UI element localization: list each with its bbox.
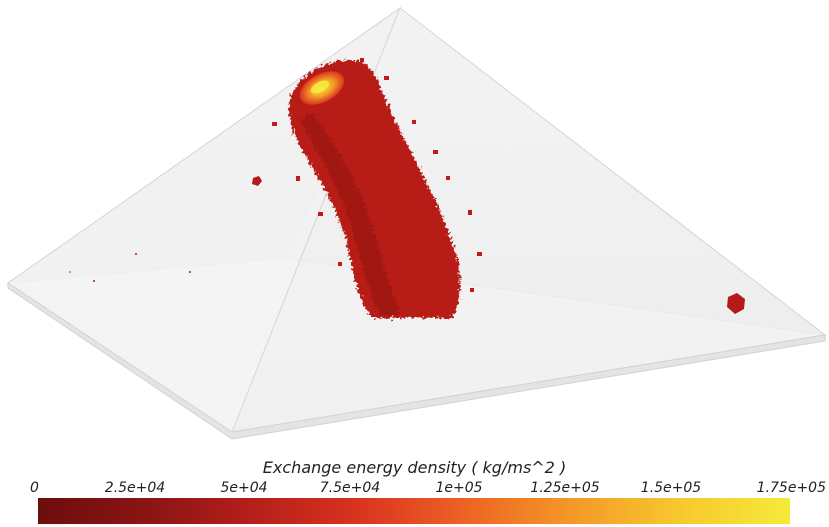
rendered-scene xyxy=(6,6,827,440)
isosurface-hotspot-core xyxy=(310,80,330,94)
particle-speck xyxy=(135,253,137,255)
pyramid-base-edge xyxy=(7,282,826,440)
isosurface-fragments xyxy=(272,58,482,292)
colorbar-tick-label: 1e+05 xyxy=(435,480,483,496)
particle-right xyxy=(727,293,745,314)
particle-speck xyxy=(93,280,95,282)
colorbar-tick-label: 2.5e+04 xyxy=(104,480,166,496)
colorbar-title: Exchange energy density ( kg/ms^2 ) xyxy=(262,458,567,477)
colorbar-tick-label: 0 xyxy=(30,480,39,496)
isolated-particles xyxy=(69,176,745,314)
colorbar-tick-label: 1.5e+05 xyxy=(640,480,702,496)
particle-speck xyxy=(189,271,191,273)
isosurface-shading xyxy=(300,112,400,316)
colorbar-gradient xyxy=(38,498,790,524)
isosurface-body xyxy=(289,60,460,318)
particle-speck xyxy=(69,271,71,273)
colorbar-tick-label: 1.75e+05 xyxy=(756,480,826,496)
colorbar-tick-label: 1.25e+05 xyxy=(530,480,600,496)
colorbar-tick-label: 7.5e+04 xyxy=(319,480,381,496)
isosurface-column xyxy=(272,58,482,318)
particle-left xyxy=(252,176,262,186)
colorbar-tick-label: 5e+04 xyxy=(220,480,268,496)
